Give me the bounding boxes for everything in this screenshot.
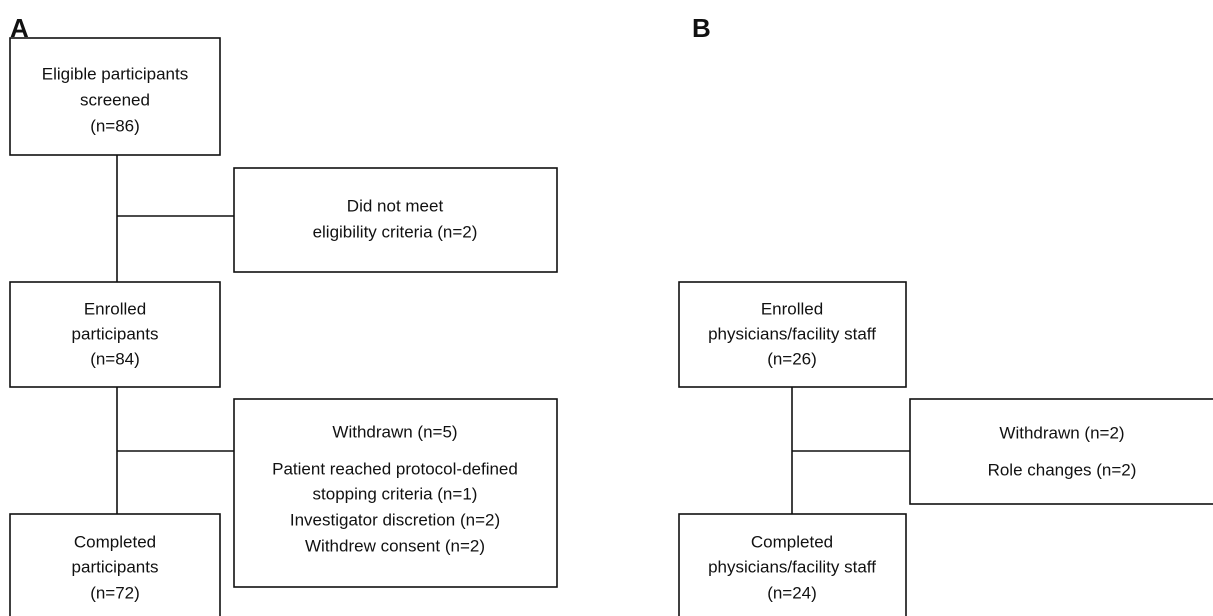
node-text: (n=26)	[767, 349, 817, 368]
node-text: Did not meet	[347, 196, 444, 215]
node-text: Withdrawn (n=5)	[332, 422, 457, 441]
node-box	[233, 167, 558, 273]
node-text: physicians/facility staff	[708, 324, 876, 343]
node-box	[9, 37, 221, 156]
node: Withdrawn (n=2) Role changes (n=2)	[909, 398, 1213, 505]
node-text: Completed	[751, 532, 833, 551]
node-text: participants	[72, 324, 159, 343]
node-text: Investigator discretion (n=2)	[290, 510, 500, 529]
node-text: (n=24)	[767, 583, 817, 602]
node: Enrolled physicians/facility staff (n=26…	[678, 281, 907, 388]
node: Did not meet eligibility criteria (n=2)	[233, 167, 558, 273]
node: Withdrawn (n=5) Patient reached protocol…	[233, 398, 558, 588]
node-text: eligibility criteria (n=2)	[313, 222, 478, 241]
node-text: Eligible participants	[42, 64, 188, 83]
node-text: (n=84)	[90, 349, 140, 368]
node-box	[678, 513, 907, 616]
node-box	[909, 398, 1213, 505]
node: Enrolled participants (n=84)	[9, 281, 221, 388]
node-text: participants	[72, 557, 159, 576]
node: Eligible participants screened (n=86)	[9, 37, 221, 156]
node: Completed physicians/facility staff (n=2…	[678, 513, 907, 616]
node-text: Role changes (n=2)	[988, 460, 1137, 479]
node-text: Patient reached protocol-defined	[272, 459, 518, 478]
node-text: physicians/facility staff	[708, 557, 876, 576]
node: Completed participants (n=72)	[9, 513, 221, 616]
node-text: (n=86)	[90, 116, 140, 135]
node-box	[678, 281, 907, 388]
node-text: Enrolled	[84, 299, 146, 318]
node-text: Withdrew consent (n=2)	[305, 536, 485, 555]
node-text: stopping criteria (n=1)	[313, 484, 478, 503]
panel-label: A	[10, 13, 29, 43]
node-text: (n=72)	[90, 583, 140, 602]
node-text: screened	[80, 90, 150, 109]
node-box	[9, 281, 221, 388]
node-text: Withdrawn (n=2)	[999, 423, 1124, 442]
node-text: Enrolled	[761, 299, 823, 318]
node-text: Completed	[74, 532, 156, 551]
panel-label: B	[692, 13, 711, 43]
node-box	[9, 513, 221, 616]
node-box	[233, 398, 558, 588]
